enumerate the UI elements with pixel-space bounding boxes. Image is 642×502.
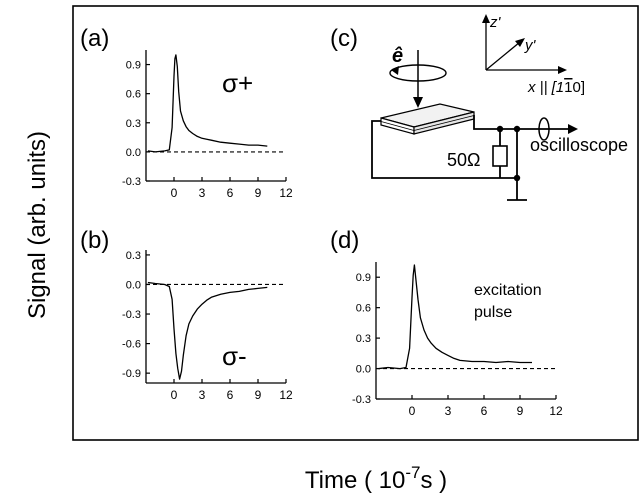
chart-b-x-tick-label: 6 xyxy=(227,388,234,402)
panel-d-annotation-line2: pulse xyxy=(474,304,512,321)
chart-a-y-tick-label: -0.3 xyxy=(122,176,141,188)
chart-b-x-tick-label: 0 xyxy=(171,388,178,402)
x-axis-arrow-icon xyxy=(558,66,567,74)
resistor-icon xyxy=(492,145,508,167)
chart-a-x-tick-label: 12 xyxy=(279,186,293,200)
rotation-arrow-icon xyxy=(391,66,399,75)
x-axis-label-end: 0] xyxy=(572,79,585,96)
junction-dot xyxy=(513,125,521,133)
circuit-left-wire xyxy=(371,120,500,179)
chart-d-x-tick-label: 6 xyxy=(481,404,488,418)
chart-panel-a: -0.3 0.0 0.3 0.6 0.9 0 3 6 9 12 xyxy=(122,50,293,200)
polarization-vector-label: ê xyxy=(392,45,403,67)
chart-d-x-tick-label: 3 xyxy=(445,404,452,418)
panel-c-tag: (c) xyxy=(330,25,358,52)
chart-b-y-tick-label: 0.0 xyxy=(126,279,141,291)
x-axis-label-start: x || [1 xyxy=(527,79,564,96)
chart-d-x-tick-label: 9 xyxy=(517,404,524,418)
junction-dot xyxy=(513,174,521,182)
chart-a-x-tick-label: 3 xyxy=(199,186,206,200)
chart-d-y-tick-label: -0.3 xyxy=(352,394,371,406)
panel-c-schematic: z' y' x || [110] ê xyxy=(371,14,628,201)
chart-d-y-tick-label: 0.9 xyxy=(356,272,371,284)
figure-xlabel-exponent: -7 xyxy=(405,463,420,482)
chart-b-x-tick-label: 9 xyxy=(255,388,262,402)
chart-a-x-tick-label: 0 xyxy=(171,186,178,200)
chart-d-y-tick-label: 0.0 xyxy=(356,364,371,376)
y-axis-label: y' xyxy=(524,37,537,54)
panel-b-tag: (b) xyxy=(80,227,109,254)
light-beam-arrow-icon xyxy=(413,97,423,108)
panel-a-tag: (a) xyxy=(80,25,109,52)
z-axis-arrow-icon xyxy=(482,14,490,23)
coax-connector-icon xyxy=(538,117,550,141)
figure-xlabel-prefix: Time ( 10 xyxy=(305,467,405,494)
chart-a-series-line xyxy=(147,54,268,153)
figure-xlabel: Time ( 10-7s ) xyxy=(305,463,447,494)
chart-a-x-tick-label: 9 xyxy=(255,186,262,200)
sample-slab-icon xyxy=(380,103,475,135)
chart-a-x-tick-label: 6 xyxy=(227,186,234,200)
x-axis-label-bar: 1 xyxy=(564,79,572,96)
chart-panel-d: -0.3 0.0 0.3 0.6 0.9 0 3 6 9 12 xyxy=(352,262,563,418)
chart-d-y-tick-label: 0.6 xyxy=(356,303,371,315)
chart-a-y-tick-label: 0.0 xyxy=(126,147,141,159)
oscilloscope-label: oscilloscope xyxy=(530,135,628,155)
circuit-top-wire xyxy=(473,115,517,130)
chart-d-x-tick-label: 0 xyxy=(409,404,416,418)
output-arrow-icon xyxy=(568,124,578,134)
figure-xlabel-suffix: s ) xyxy=(420,467,447,494)
chart-d-y-tick-label: 0.3 xyxy=(356,333,371,345)
chart-b-y-tick-label: -0.6 xyxy=(122,339,141,351)
y-axis-line xyxy=(485,41,521,71)
chart-a-y-tick-label: 0.9 xyxy=(126,60,141,72)
chart-a-y-tick-label: 0.3 xyxy=(126,118,141,130)
x-axis-label: x || [110] xyxy=(527,79,585,96)
junction-dot xyxy=(496,125,504,133)
chart-b-y-tick-label: -0.9 xyxy=(122,368,141,380)
chart-b-x-tick-label: 3 xyxy=(199,388,206,402)
chart-panel-b: -0.9 -0.6 -0.3 0.0 0.3 0 3 6 9 12 xyxy=(122,250,293,402)
resistor-label: 50Ω xyxy=(447,150,480,170)
panel-a-annotation: σ+ xyxy=(222,68,253,98)
chart-a-y-tick-label: 0.6 xyxy=(126,89,141,101)
chart-d-x-tick-label: 12 xyxy=(549,404,563,418)
chart-b-series-line xyxy=(147,281,268,380)
figure-frame xyxy=(72,5,639,441)
chart-d-series-line xyxy=(378,264,532,370)
chart-b-y-tick-label: -0.3 xyxy=(122,309,141,321)
axes-icon xyxy=(482,14,567,74)
figure-ylabel: Signal (arb. units) xyxy=(24,131,51,319)
y-axis-arrow-icon xyxy=(515,38,525,47)
panel-d-annotation-line1: excitation xyxy=(474,282,542,299)
z-axis-label: z' xyxy=(489,14,502,31)
panel-d-tag: (d) xyxy=(330,227,359,254)
chart-b-x-tick-label: 12 xyxy=(279,388,293,402)
chart-b-y-tick-label: 0.3 xyxy=(126,250,141,262)
panel-b-annotation: σ- xyxy=(222,341,247,371)
